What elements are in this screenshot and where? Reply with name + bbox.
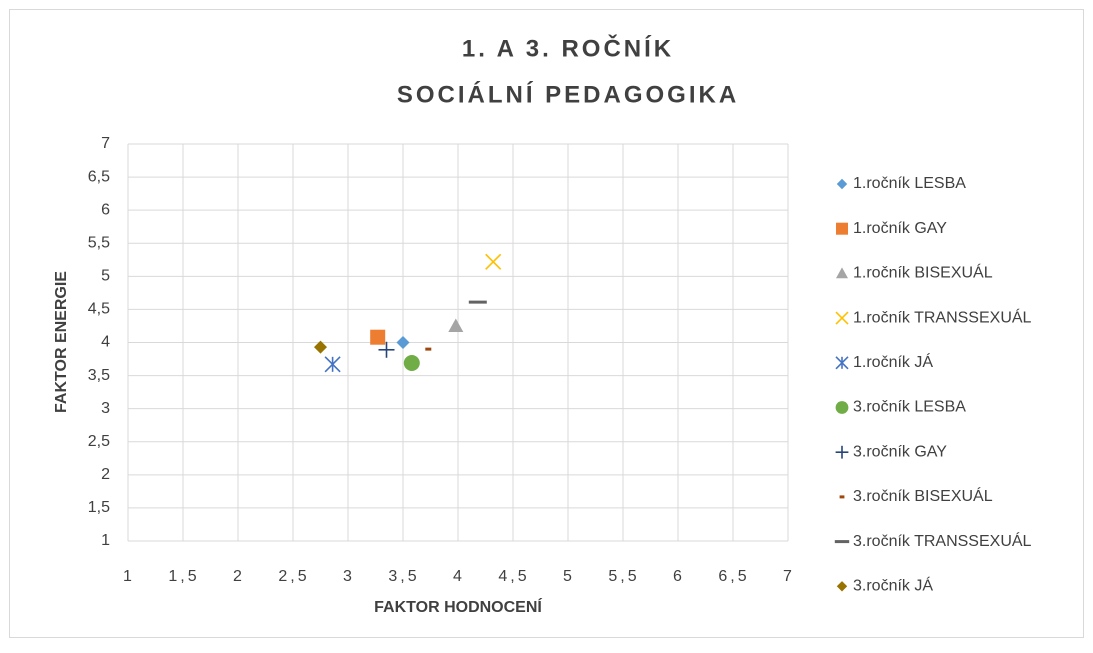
marker-shape bbox=[370, 329, 386, 345]
marker bbox=[836, 581, 848, 592]
y-tick-label: 1 bbox=[101, 532, 110, 549]
marker-shape bbox=[448, 318, 464, 332]
marker bbox=[314, 340, 327, 354]
y-tick-label: 2,5 bbox=[88, 433, 110, 450]
marker-stroke bbox=[485, 253, 502, 270]
x-tick-label: 3 bbox=[343, 568, 355, 585]
marker-shape bbox=[396, 336, 410, 349]
marker-shape bbox=[836, 222, 848, 235]
chart-title: SOCIÁLNÍ PEDAGOGIKA bbox=[397, 80, 739, 108]
x-tick-label: 4,5 bbox=[498, 568, 529, 585]
marker bbox=[485, 253, 502, 270]
marker bbox=[324, 356, 341, 373]
marker bbox=[835, 311, 849, 325]
x-tick-label: 1 bbox=[123, 568, 135, 585]
marker-stroke bbox=[835, 311, 849, 325]
y-tick-label: 3,5 bbox=[88, 367, 110, 384]
marker bbox=[836, 178, 848, 190]
chart-title: 1. A 3. ROČNÍK bbox=[462, 34, 674, 62]
legend-label: 1.ročník TRANSSEXUÁL bbox=[853, 307, 1032, 326]
marker-shape bbox=[836, 581, 848, 592]
marker bbox=[378, 341, 395, 358]
legend-label: 3.ročník TRANSSEXUÁL bbox=[853, 531, 1032, 550]
marker bbox=[835, 445, 849, 459]
marker bbox=[396, 336, 410, 349]
legend-label: 3.ročník BISEXUÁL bbox=[853, 486, 993, 505]
y-tick-label: 7 bbox=[101, 135, 110, 152]
x-tick-label: 4 bbox=[453, 568, 465, 585]
y-tick-label: 1,5 bbox=[88, 499, 110, 516]
legend-label: 1.ročník LESBA bbox=[853, 175, 966, 192]
chart-frame bbox=[9, 9, 1084, 638]
x-tick-label: 3,5 bbox=[388, 568, 419, 585]
y-axis-title: FAKTOR ENERGIE bbox=[53, 271, 70, 413]
legend-label: 1.ročník JÁ bbox=[853, 352, 933, 371]
y-tick-label: 2 bbox=[101, 466, 110, 483]
x-tick-label: 5 bbox=[563, 568, 575, 585]
legend-label: 3.ročník LESBA bbox=[853, 399, 966, 416]
y-tick-label: 4 bbox=[101, 334, 110, 351]
marker-shape bbox=[403, 355, 420, 372]
legend-label: 1.ročník BISEXUÁL bbox=[853, 263, 993, 282]
marker bbox=[448, 318, 464, 332]
y-tick-label: 6,5 bbox=[88, 168, 110, 185]
marker bbox=[403, 355, 420, 372]
marker bbox=[836, 267, 848, 279]
x-tick-label: 7 bbox=[783, 568, 795, 585]
marker-shape bbox=[314, 340, 327, 354]
marker bbox=[370, 329, 386, 345]
y-tick-label: 4,5 bbox=[88, 301, 110, 318]
x-tick-label: 6,5 bbox=[718, 568, 749, 585]
x-tick-label: 6 bbox=[673, 568, 685, 585]
y-tick-label: 5,5 bbox=[88, 234, 110, 251]
marker-shape bbox=[835, 401, 849, 414]
marker bbox=[835, 401, 849, 414]
legend-label: 1.ročník GAY bbox=[853, 220, 947, 237]
marker-shape bbox=[836, 178, 848, 190]
legend-label: 3.ročník GAY bbox=[853, 443, 947, 460]
x-tick-label: 5,5 bbox=[608, 568, 639, 585]
x-tick-label: 1,5 bbox=[168, 568, 199, 585]
marker-shape bbox=[836, 267, 848, 279]
y-tick-label: 5 bbox=[101, 268, 110, 285]
marker bbox=[835, 356, 849, 370]
y-tick-label: 3 bbox=[101, 400, 110, 417]
x-axis-title: FAKTOR HODNOCENÍ bbox=[374, 597, 542, 616]
x-tick-label: 2 bbox=[233, 568, 245, 585]
marker bbox=[836, 222, 848, 235]
y-tick-label: 6 bbox=[101, 201, 110, 218]
legend-label: 3.ročník JÁ bbox=[853, 576, 933, 595]
x-tick-label: 2,5 bbox=[278, 568, 309, 585]
